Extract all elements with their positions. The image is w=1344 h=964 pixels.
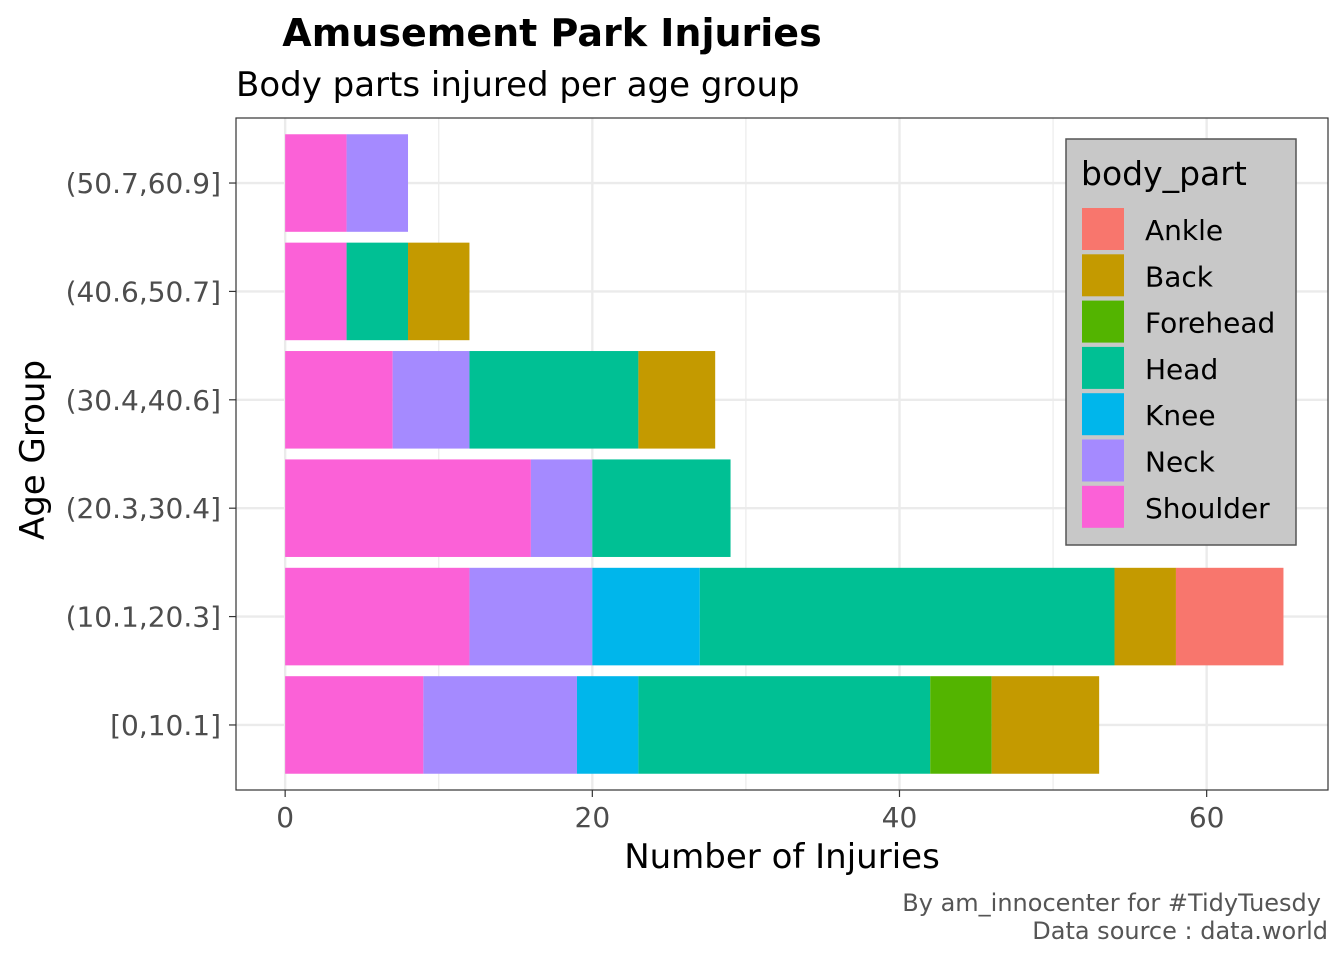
- bar-segment-back: [991, 676, 1100, 774]
- y-tick-label: (20.3,30.4]: [66, 492, 221, 525]
- legend-label: Neck: [1145, 446, 1216, 479]
- plot-panel-border: [235, 117, 1329, 791]
- legend-label: Forehead: [1145, 307, 1275, 340]
- legend-title: body_part: [1081, 154, 1247, 193]
- bar-segment-back: [1114, 567, 1176, 666]
- bar-segment-knee: [592, 567, 700, 666]
- bar-segment-back: [638, 351, 716, 449]
- legend-label: Shoulder: [1145, 492, 1270, 525]
- bar-segment-shoulder: [285, 676, 424, 774]
- bar-segment-shoulder: [285, 242, 347, 341]
- legend: body_part Ankle Back Forehead Head Knee Neck S…: [1065, 138, 1297, 546]
- bar-segment-shoulder: [285, 459, 531, 557]
- bar-segment-neck: [530, 459, 593, 557]
- bar-segment-head: [699, 567, 1115, 666]
- bar-segment-neck: [346, 134, 409, 232]
- legend-key-shoulder: [1082, 485, 1124, 528]
- x-tick-label: 0: [276, 801, 294, 834]
- legend-key-head: [1082, 346, 1124, 389]
- x-tick-label: 20: [575, 801, 611, 834]
- bar-segment-shoulder: [285, 134, 347, 232]
- legend-label: Back: [1145, 260, 1214, 293]
- bar-segment-shoulder: [285, 351, 393, 449]
- legend-key-back: [1082, 254, 1124, 297]
- bar-segment-head: [592, 459, 731, 557]
- y-axis-label: Age Group: [13, 360, 53, 540]
- legend-key-ankle: [1082, 208, 1124, 250]
- bar-segment-forehead: [930, 676, 992, 774]
- y-tick-label: [0,10.1]: [110, 709, 221, 742]
- bar-segment-ankle: [1175, 567, 1284, 666]
- bar-segment-head: [469, 351, 639, 449]
- legend-label: Knee: [1145, 399, 1216, 432]
- x-tick-label: 60: [1189, 801, 1225, 834]
- legend-key-knee: [1082, 393, 1124, 436]
- y-axis-ticks: [0,10.1] (10.1,20.3] (20.3,30.4] (30.4,40.6…: [66, 167, 236, 742]
- y-tick-label: (40.6,50.7]: [66, 275, 221, 308]
- bar-segment-shoulder: [285, 567, 470, 666]
- x-axis-label: Number of Injuries: [624, 837, 940, 877]
- bar-segment-head: [638, 676, 931, 774]
- chart-subtitle: Body parts injured per age group: [236, 65, 800, 105]
- legend-items: Ankle Back Forehead Head Knee Neck Shoulder: [1082, 208, 1275, 528]
- y-tick-label: (50.7,60.9]: [66, 167, 221, 200]
- y-tick-label: (30.4,40.6]: [66, 384, 221, 417]
- chart-title: Amusement Park Injuries: [282, 11, 821, 55]
- bar-segment-neck: [392, 351, 470, 449]
- x-tick-label: 40: [882, 801, 918, 834]
- y-tick-label: (10.1,20.3]: [66, 601, 221, 634]
- legend-label: Head: [1145, 353, 1218, 386]
- bar-segment-head: [346, 242, 409, 341]
- caption-line-1: By am_innocenter for #TidyTuesdy: [902, 889, 1321, 917]
- bar-segment-neck: [423, 676, 577, 774]
- legend-key-neck: [1082, 439, 1124, 482]
- bar-segment-neck: [469, 567, 593, 666]
- bar-segment-knee: [576, 676, 639, 774]
- legend-label: Ankle: [1145, 214, 1223, 247]
- legend-key-forehead: [1082, 300, 1124, 343]
- bars-layer: [285, 134, 1284, 774]
- bar-segment-back: [408, 242, 470, 341]
- caption-line-2: Data source : data.world: [1032, 917, 1328, 945]
- x-axis-ticks: 0 20 40 60: [276, 790, 1224, 834]
